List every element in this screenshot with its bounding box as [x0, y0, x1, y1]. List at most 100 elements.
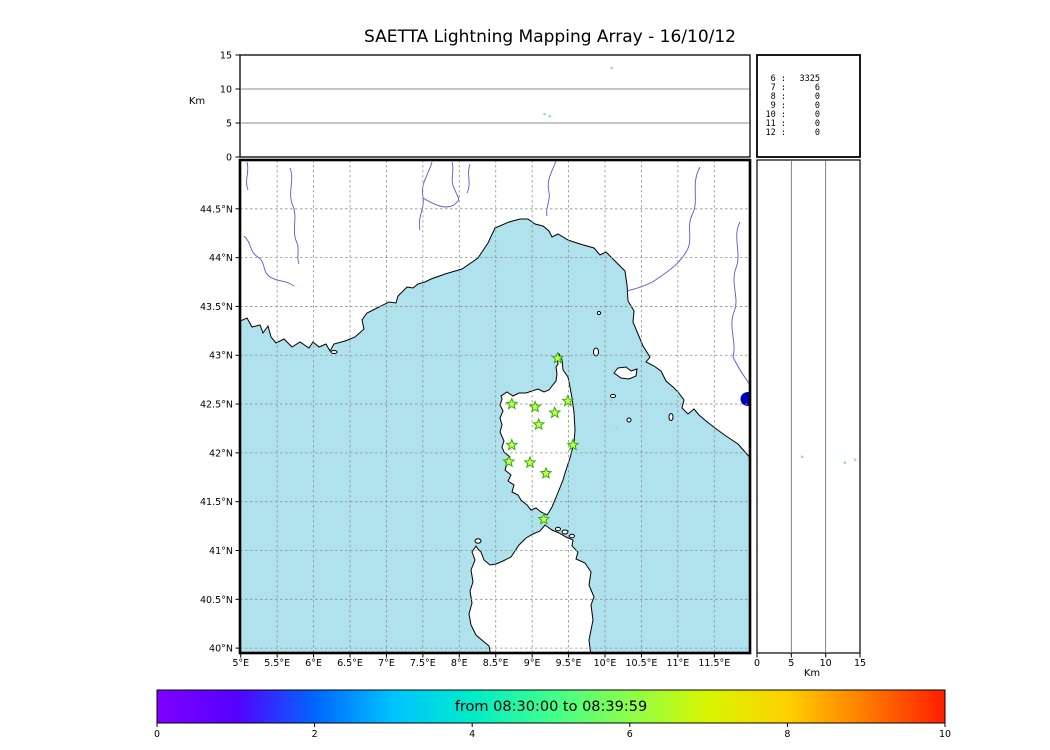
river-line	[289, 167, 300, 265]
lma-station-star	[532, 417, 546, 431]
lma-station-star	[502, 454, 516, 468]
station-counts-rows: 6 : 3325 7 : 6 8 : 0 9 : 0 10 : 0 11 : 0 12 : 0	[766, 74, 820, 138]
lat-tick-label: 42.5°N	[200, 400, 233, 411]
lat-tick-label: 44°N	[209, 253, 233, 264]
lma-station-star	[505, 397, 519, 410]
lma-station-star	[537, 512, 551, 525]
colorbar-tick-label: 6	[627, 729, 633, 740]
mainland-coastline	[240, 160, 750, 459]
map-panel: 5°E 5.5°E 6°E 6.5°E 7°E 7.5°E 8°E 8.5°E 9°E 9.5°E…	[200, 158, 752, 669]
count-row-value: 0	[815, 92, 820, 102]
maddalena-island	[555, 526, 561, 532]
map-content	[240, 160, 750, 653]
alt-lon-panel-border	[239, 54, 751, 158]
colorbar-label: from 08:30:00 to 08:39:59	[455, 699, 647, 715]
count-row-station: 12 :	[766, 128, 786, 138]
lightning-source-dot	[609, 398, 613, 402]
lon-tick-label: 8.5°E	[483, 658, 509, 669]
lon-tick-label: 9°E	[524, 658, 541, 669]
map-gridlines	[240, 160, 750, 653]
count-row-value: 3325	[800, 74, 820, 84]
lon-tick-label: 9.5°E	[556, 658, 582, 669]
alt-tick-label: 15	[854, 658, 866, 669]
count-row-value: 0	[815, 101, 820, 111]
alt-lat-panel-border	[756, 159, 861, 654]
lon-tick-label: 5.5°E	[264, 658, 290, 669]
river-line	[626, 166, 701, 292]
lat-tick-label: 41°N	[209, 546, 233, 557]
map-border	[238, 158, 752, 655]
lat-tick-label: 40.5°N	[200, 595, 233, 606]
lma-station-star	[523, 455, 537, 469]
count-row-station: 7 :	[771, 83, 786, 93]
count-row-value: 0	[815, 128, 820, 138]
lma-station-star	[528, 400, 542, 413]
count-row-station: 9 :	[771, 101, 786, 111]
lon-tick-label: 7°E	[378, 658, 395, 669]
count-row-station: 10 :	[766, 110, 786, 120]
lightning-source-dot	[610, 66, 613, 70]
alt-tick-label: 15	[220, 51, 232, 62]
colorbar-tick-label: 2	[312, 729, 318, 740]
lat-tick-label: 44.5°N	[200, 204, 233, 215]
alt-tick-label: 0	[754, 658, 760, 669]
map-axis-ticks: 5°E 5.5°E 6°E 6.5°E 7°E 7.5°E 8°E 8.5°E 9°E 9.5°E…	[200, 204, 730, 669]
gorgona-island	[596, 310, 602, 316]
lon-tick-label: 7.5°E	[410, 658, 436, 669]
count-row-station: 11 :	[766, 119, 786, 129]
lon-tick-label: 8°E	[451, 658, 468, 669]
river-line	[422, 161, 460, 208]
lat-tick-label: 43°N	[209, 351, 233, 362]
lon-tick-label: 10°E	[594, 658, 617, 669]
pianosa-island	[609, 393, 617, 399]
figure-title: SAETTA Lightning Mapping Array - 16/10/1…	[364, 27, 736, 47]
count-row-value: 6	[815, 83, 820, 93]
maddalena-island	[569, 533, 575, 539]
alt-tick-label: 5	[226, 119, 232, 130]
count-row-station: 6 :	[771, 74, 786, 84]
lon-tick-label: 6°E	[305, 658, 322, 669]
alt-lat-panel-content: 0 5 10 15	[754, 161, 866, 669]
lat-tick-label: 41.5°N	[200, 497, 233, 508]
alt-tick-label: 5	[788, 658, 794, 669]
lma-station-star	[551, 351, 565, 364]
lightning-source-dot	[853, 458, 857, 462]
lma-station-star	[548, 405, 562, 419]
count-row-value: 0	[815, 110, 820, 120]
alt-lon-panel-content: 0 5 10 15	[220, 51, 749, 164]
asinara-island	[474, 538, 482, 544]
colorbar-gradient-bar	[156, 689, 946, 724]
lma-station-star	[505, 438, 519, 451]
alt-tick-label: 10	[220, 85, 232, 96]
lat-tick-label: 42°N	[209, 448, 233, 459]
lat-tick-label: 43.5°N	[200, 302, 233, 313]
colorbar-tick-label: 0	[154, 729, 160, 740]
station-counts-panel: 6 : 3325 7 : 6 8 : 0 9 : 0 10 : 0 11 : 0 12 : 0	[756, 54, 861, 158]
lon-tick-label: 11°E	[666, 658, 689, 669]
elba-island	[613, 366, 638, 380]
porquerolles-island	[330, 350, 338, 354]
lightning-source-dot	[543, 112, 546, 116]
river-line	[246, 161, 249, 191]
lightning-source-dot	[843, 461, 847, 464]
montecristo-island	[626, 417, 632, 423]
station-counts-border	[756, 54, 861, 158]
giglio-island	[668, 413, 674, 421]
colorbar-ticks: 0 2 4 6 8 10	[154, 723, 951, 740]
lat-tick-label: 40°N	[209, 644, 233, 655]
river-line	[731, 221, 750, 386]
lon-tick-label: 11.5°E	[698, 658, 730, 669]
colorbar-tick-label: 8	[784, 729, 790, 740]
lma-station-star	[566, 438, 580, 451]
capraia-island	[593, 347, 599, 357]
lon-tick-label: 10.5°E	[625, 658, 657, 669]
map-markers	[502, 351, 618, 525]
lightning-source-dot	[548, 114, 551, 118]
lightning-source-dot	[615, 426, 618, 429]
alt-axis-label-bottom: Km	[804, 668, 820, 679]
river-line	[243, 235, 295, 287]
maddalena-island	[561, 529, 569, 535]
colorbar-tick-label: 4	[469, 729, 475, 740]
